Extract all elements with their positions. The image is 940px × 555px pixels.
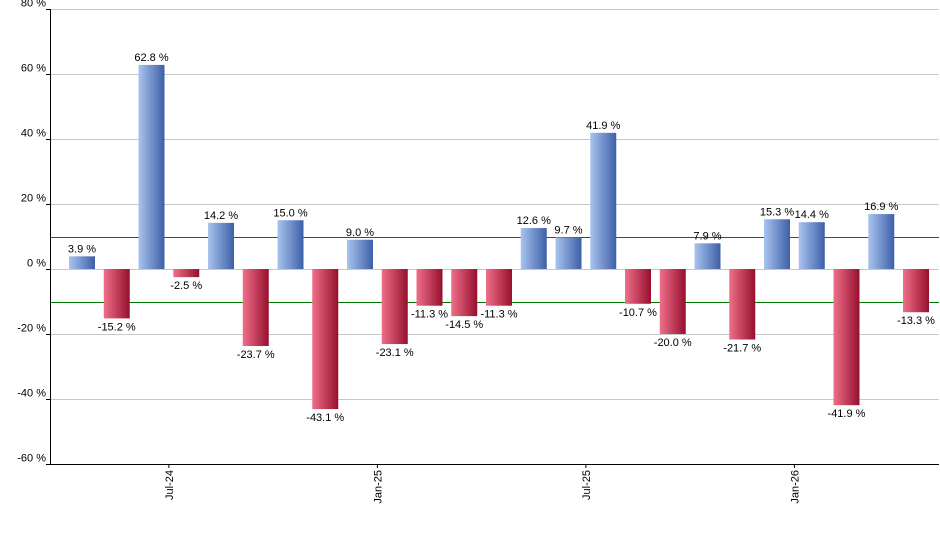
bar-negative <box>416 269 443 306</box>
bar-negative <box>381 269 408 345</box>
bar-negative <box>103 269 130 319</box>
bar-value-label: 14.4 % <box>795 209 829 221</box>
bar-value-label: 15.3 % <box>760 206 794 218</box>
bar-value-label: 16.9 % <box>864 201 898 213</box>
bar-value-label: -2.5 % <box>170 280 202 292</box>
bar-value-label: -20.0 % <box>654 337 692 349</box>
bar-value-label: 62.8 % <box>134 52 168 64</box>
x-tick-label: Jul-25 <box>581 470 593 500</box>
bar-negative <box>625 269 651 304</box>
y-tick-label: 40 % <box>21 128 46 140</box>
bar-negative <box>903 269 929 313</box>
bar-value-label: -15.2 % <box>98 321 136 333</box>
bar-positive <box>694 243 721 269</box>
bar-value-label: 3.9 % <box>68 243 96 255</box>
bar-positive <box>798 222 825 269</box>
y-tick-label: 80 % <box>21 0 46 10</box>
bar-value-label: 7.9 % <box>693 230 721 242</box>
bar-value-label: 41.9 % <box>586 120 620 132</box>
bar-positive <box>590 132 617 269</box>
bar-positive <box>868 214 895 269</box>
bar-negative <box>173 269 200 278</box>
bar-value-label: -14.5 % <box>445 319 483 331</box>
y-tick-label: 0 % <box>27 258 46 270</box>
bar-value-label: -11.3 % <box>480 309 517 321</box>
data-labels: 3.9 % -15.2 % 62.8 % -2.5 % 14.2 % -23.7 % 15.… <box>68 52 935 424</box>
bar-positive <box>138 64 165 270</box>
bar-negative <box>312 269 339 410</box>
bar-value-label: 9.7 % <box>554 224 582 236</box>
axes: -60 % -40 % -20 % 0 % 20 % 40 % 60 % 80 % Jul-24… <box>17 0 939 504</box>
bar-negative <box>242 269 269 347</box>
bar-negative <box>486 269 512 306</box>
y-tick-label: 60 % <box>21 63 46 75</box>
bar-value-label: -10.7 % <box>619 307 657 319</box>
x-tick-label: Jan-25 <box>372 470 384 504</box>
bar-value-label: -23.7 % <box>237 349 275 361</box>
bar-positive <box>277 220 304 269</box>
bar-positive <box>764 219 790 269</box>
bars <box>69 64 929 410</box>
x-tick-label: Jul-24 <box>164 470 176 500</box>
bar-value-label: -23.1 % <box>376 347 414 359</box>
y-tick-label: -60 % <box>17 453 46 465</box>
bar-value-label: -11.3 % <box>411 309 448 321</box>
bar-negative <box>729 269 756 340</box>
bar-negative <box>451 269 478 317</box>
x-tick-label: Jan-26 <box>789 470 801 504</box>
y-tick-label: -20 % <box>17 323 46 335</box>
bar-value-label: 12.6 % <box>517 215 551 227</box>
bar-value-label: -41.9 % <box>828 408 866 420</box>
y-tick-label: -40 % <box>17 388 46 400</box>
bar-negative <box>833 269 860 406</box>
y-tick-label: 20 % <box>21 193 46 205</box>
bar-positive <box>69 256 95 269</box>
bar-positive <box>520 228 547 269</box>
bar-positive <box>555 237 582 269</box>
bar-value-label: 15.0 % <box>273 207 307 219</box>
bar-value-label: -21.7 % <box>723 343 761 355</box>
bar-positive <box>347 239 373 269</box>
bar-value-label: -43.1 % <box>306 412 344 424</box>
bar-negative <box>659 269 686 334</box>
bar-value-label: -13.3 % <box>897 315 935 327</box>
bar-value-label: 9.0 % <box>346 227 374 239</box>
bar-value-label: 14.2 % <box>204 210 238 222</box>
bar-positive <box>208 222 234 269</box>
